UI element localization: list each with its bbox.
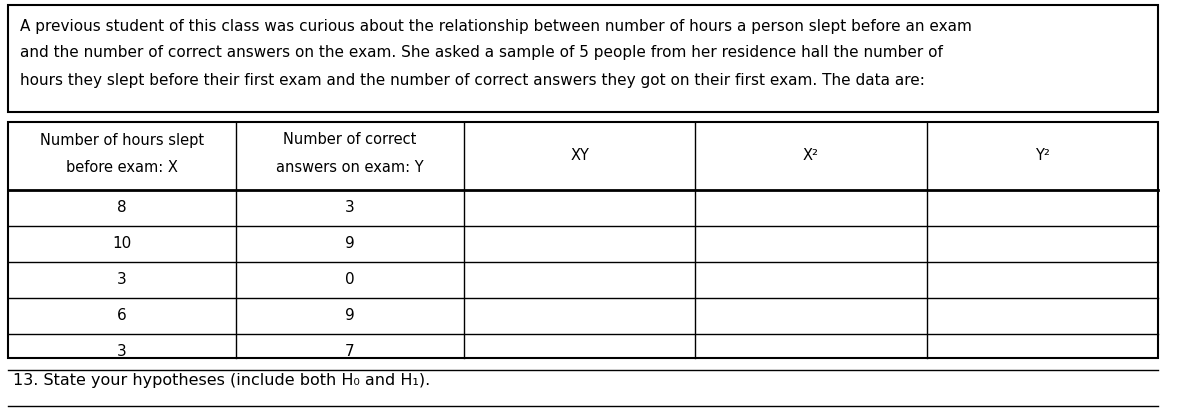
Text: Y²: Y² (1034, 148, 1050, 164)
Text: answers on exam: Y: answers on exam: Y (276, 159, 424, 175)
Text: 9: 9 (346, 309, 355, 323)
Text: 9: 9 (346, 236, 355, 252)
Text: A previous student of this class was curious about the relationship between numb: A previous student of this class was cur… (20, 18, 972, 34)
Bar (8, 122, 1158, 358)
Bar (8, 5, 1158, 112)
Text: 3: 3 (118, 344, 127, 360)
Text: before exam: X: before exam: X (66, 159, 178, 175)
Text: hours they slept before their first exam and the number of correct answers they : hours they slept before their first exam… (20, 72, 925, 88)
Text: 8: 8 (118, 201, 127, 215)
Text: 13. State your hypotheses (include both H₀ and H₁).: 13. State your hypotheses (include both … (13, 372, 431, 388)
Text: and the number of correct answers on the exam. She asked a sample of 5 people fr: and the number of correct answers on the… (20, 46, 943, 60)
Text: 3: 3 (118, 272, 127, 288)
Text: 3: 3 (346, 201, 355, 215)
Text: Number of hours slept: Number of hours slept (40, 132, 204, 148)
Text: X²: X² (803, 148, 818, 164)
Text: 7: 7 (346, 344, 355, 360)
Text: 0: 0 (346, 272, 355, 288)
Text: 10: 10 (113, 236, 132, 252)
Text: Number of correct: Number of correct (283, 132, 416, 148)
Text: 6: 6 (118, 309, 127, 323)
Text: XY: XY (570, 148, 589, 164)
